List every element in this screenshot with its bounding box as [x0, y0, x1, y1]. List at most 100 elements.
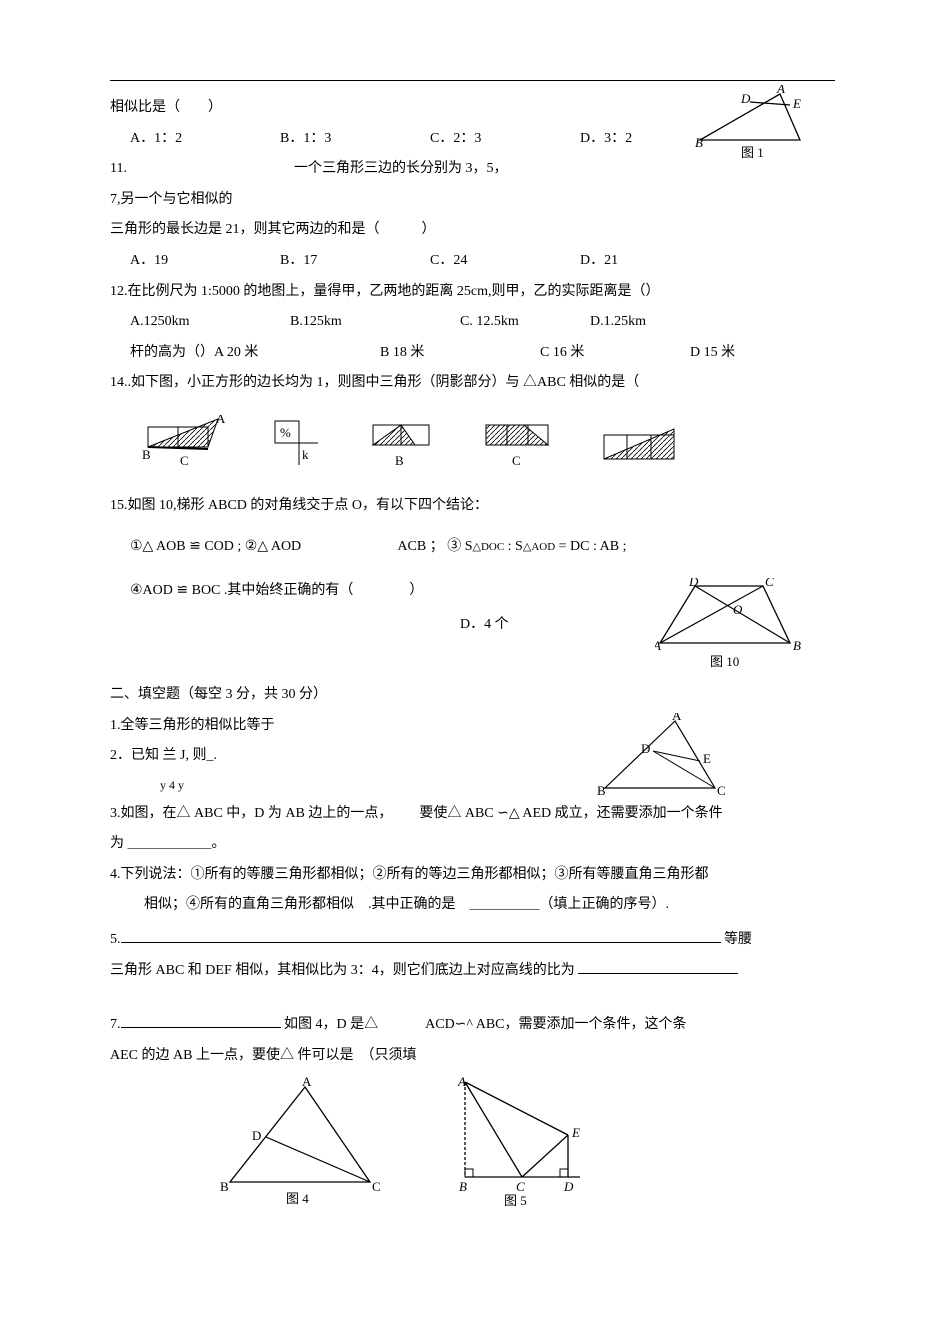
svg-text:D: D — [641, 741, 650, 756]
q12-stem: 12.在比例尺为 1:5000 的地图上，量得甲，乙两地的距离 25cm,则甲，… — [110, 279, 835, 306]
q14-fig-panel: % k — [270, 415, 325, 475]
sec2-q3c: 为 ＿＿＿＿＿＿。 — [110, 831, 835, 858]
q13-b: B 18 米 — [380, 340, 540, 367]
q11-line1: 11. 一个三角形三边的长分别为 3，5， — [110, 156, 835, 183]
svg-text:A: A — [302, 1077, 312, 1089]
svg-text:k: k — [302, 447, 309, 462]
blank-7 — [121, 1014, 281, 1028]
svg-text:B: B — [142, 447, 151, 462]
q13-a: 杆的高为（）A 20 米 — [130, 340, 380, 367]
svg-text:B: B — [793, 638, 801, 653]
sec2-q7-row2: AEC 的边 AB 上一点，要使△ 件可以是 （只须填 — [110, 1043, 835, 1070]
svg-text:A: A — [216, 415, 226, 426]
q11-stem: 一个三角形三边的长分别为 3，5， — [294, 161, 508, 176]
sec2-q3a: 3.如图，在△ ABC 中，D 为 AB 边上的一点， — [110, 806, 392, 821]
svg-text:B: B — [459, 1179, 467, 1194]
svg-text:E: E — [703, 751, 711, 766]
q15-sub2: △AOD — [523, 541, 555, 553]
sec2-q4b: 相似；④所有的直角三角形都相似 .其中正确的是 ＿＿＿＿＿（填上正确的序号）. — [144, 892, 835, 919]
q11-opt-b: B．17 — [280, 248, 430, 275]
q12-text: 12.在比例尺为 1:5000 的地图上，量得甲，乙两地的距离 25cm,则甲，… — [110, 284, 660, 299]
blank-long — [121, 929, 721, 943]
sec2-title: 二、填空题（每空 3 分，共 30 分） — [110, 682, 835, 709]
svg-text:B: B — [597, 783, 606, 798]
q12-opt-b: B.125km — [290, 309, 460, 336]
sec2-fig: A D E B C — [595, 713, 745, 803]
svg-text:O: O — [733, 602, 743, 617]
q12-opt-a: A.1250km — [130, 309, 290, 336]
svg-text:A: A — [672, 713, 682, 723]
q15-stem: 15.如图 10,梯形 ABCD 的对角线交于点 O，有以下四个结论： — [110, 493, 835, 520]
q15-eq: = DC : AB ; — [555, 539, 626, 554]
q14-text: 14..如下图，小正方形的边长均为 1，则图中三角形（阴影部分）与 △ABC 相… — [110, 375, 639, 390]
q11-opt-c: C．24 — [430, 248, 580, 275]
page-top-rule — [110, 80, 835, 81]
q11-opt-a: A．19 — [130, 248, 280, 275]
q11-line1b: 7,另一个与它相似的 — [110, 187, 835, 214]
q11-line2: 三角形的最长边是 21，则其它两边的和是（ ） — [110, 217, 835, 244]
q11-prefix: 11. — [110, 161, 127, 176]
sec2-q7c: ACD∽^ ABC，需要添加一个条件，这个条 — [425, 1017, 686, 1032]
q13-c: C 16 米 — [540, 340, 690, 367]
q10-opt-d: D．3：2 — [580, 126, 730, 153]
q12-opt-d: D.1.25km — [590, 309, 710, 336]
q13: 杆的高为（）A 20 米 B 18 米 C 16 米 D 15 米 — [110, 340, 835, 367]
sec2-q3: 3.如图，在△ ABC 中，D 为 AB 边上的一点， 要使△ ABC ∽△ A… — [110, 801, 835, 828]
q15-colon: : S — [504, 539, 523, 554]
svg-text:C: C — [717, 783, 726, 798]
q14-fig-c: C — [480, 415, 558, 475]
q14-stem: 14..如下图，小正方形的边长均为 1，则图中三角形（阴影部分）与 △ABC 相… — [110, 370, 835, 397]
svg-text:B: B — [220, 1179, 229, 1194]
q14-fig-a: A B C — [140, 415, 230, 475]
svg-text:B: B — [395, 453, 404, 468]
q12-opt-c: C. 12.5km — [460, 309, 590, 336]
fig4: A D B C 图 4 — [220, 1077, 390, 1207]
svg-text:A: A — [776, 85, 785, 96]
svg-text:E: E — [571, 1125, 580, 1140]
q10: 相似比是（ ） A D E B 图 1 — [110, 95, 835, 122]
svg-text:图 5: 图 5 — [504, 1193, 527, 1207]
svg-text:图 4: 图 4 — [286, 1191, 309, 1206]
sec2-block1: 1.全等三角形的相似比等于 2．已知 兰 J, 则_. y 4 y 3.如图，在… — [110, 713, 835, 858]
blank-mid — [578, 960, 738, 974]
q10-stem: 相似比是（ ） — [110, 100, 222, 115]
sec2-q5b: 等腰 — [724, 932, 752, 947]
q11-opt-d: D．21 — [580, 248, 730, 275]
sec2-q7a: 7. — [110, 1017, 121, 1032]
sec2-q7b: 如图 4，D 是△ — [284, 1017, 378, 1032]
q15-opt-d: D．4 个 — [460, 612, 509, 639]
svg-text:A: A — [655, 638, 661, 653]
q15-text: 15.如图 10,梯形 ABCD 的对角线交于点 O，有以下四个结论： — [110, 498, 488, 513]
sec2-q5: 5. 等腰 — [110, 927, 835, 954]
svg-text:C: C — [180, 453, 189, 468]
section2: 二、填空题（每空 3 分，共 30 分） 1.全等三角形的相似比等于 2．已知 … — [110, 682, 835, 1207]
svg-text:E: E — [792, 96, 801, 111]
q10-opt-b: B．1：3 — [280, 126, 430, 153]
q11-line2-text: 三角形的最长边是 21，则其它两边的和是（ ） — [110, 222, 436, 237]
fig5: A E B C D 图 5 — [450, 1077, 600, 1207]
q15-line2-row: ④AOD ≌ BOC .其中始终正确的有（ ） D C O A B 图 10 D… — [110, 578, 835, 658]
svg-text:D: D — [563, 1179, 574, 1194]
sec2-q7-row1: 7. 如图 4，D 是△ ACD∽^ ABC，需要添加一个条件，这个条 — [110, 1012, 835, 1039]
sec2-q7d: AEC 的边 AB 上一点，要使△ 件可以是 （只须填 — [110, 1048, 416, 1063]
fig10: D C O A B 图 10 — [655, 578, 815, 673]
q10-opt-a: A．1：2 — [130, 126, 280, 153]
svg-text:D: D — [740, 91, 751, 106]
svg-text:C: C — [516, 1179, 525, 1194]
sec2-q5c: 三角形 ABC 和 DEF 相似，其相似比为 3：4，则它们底边上对应高线的比为 — [110, 963, 578, 978]
svg-text:D: D — [688, 578, 699, 589]
q15-sub1: △DOC — [472, 541, 504, 553]
q14-fig-b: B — [365, 415, 440, 475]
svg-text:图 10: 图 10 — [710, 654, 739, 669]
q14-thumbs: A B C % k — [140, 415, 835, 475]
svg-text:C: C — [372, 1179, 381, 1194]
svg-text:%: % — [280, 425, 291, 440]
q11-cont: 7,另一个与它相似的 — [110, 192, 233, 207]
q12-options: A.1250km B.125km C. 12.5km D.1.25km — [110, 309, 835, 336]
q10-options: A．1：2 B．1：3 C．2：3 D．3：2 — [110, 126, 835, 153]
q15-l1a: ①△ AOB ≌ COD ; ②△ AOD — [130, 539, 301, 554]
q10-opt-c: C．2：3 — [430, 126, 580, 153]
sec2-q5a: 5. — [110, 932, 121, 947]
q15-l2: ④AOD ≌ BOC .其中始终正确的有（ ） — [130, 583, 423, 598]
q14-fig-d — [598, 427, 683, 475]
